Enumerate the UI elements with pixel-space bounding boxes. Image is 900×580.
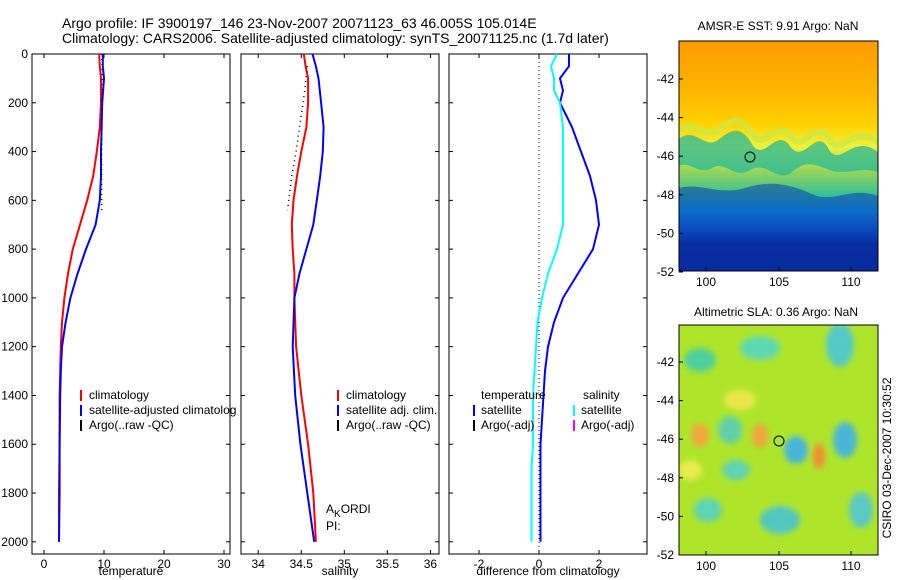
map-y-tick-label: -50	[657, 226, 675, 240]
side-stamp: CSIRO 03-Dec-2007 10:30:52	[880, 377, 894, 538]
map-y-tick-label: -46	[657, 149, 675, 163]
series-line-argo-raw-qc	[286, 66, 309, 211]
legend-label: satellite	[581, 403, 622, 417]
sla-argo-marker	[773, 435, 785, 447]
plot-frame	[448, 53, 648, 555]
temperature-chart: 0 10 20 30 temperature 0 200 400 600 800 1000 1200 1…	[1, 47, 236, 578]
x-axis-label: temperature	[99, 564, 164, 578]
map-x-tick-label: 110	[841, 559, 860, 573]
legend-label: Argo(..raw -QC)	[89, 418, 174, 432]
legend-label: climatology	[89, 388, 149, 402]
series-line-climatology	[290, 53, 317, 542]
legend-title-temperature: temperature	[481, 388, 546, 402]
sla-map: Altimetric SLA: 0.36 Argo: NaN	[657, 305, 879, 573]
x-axis-label: salinity	[322, 564, 359, 578]
map-y-tick-label: -46	[657, 432, 675, 446]
x-tick-label: 20	[157, 557, 171, 571]
map-y-tick-label: -42	[657, 72, 675, 86]
map-x-tick-label: 100	[696, 275, 716, 289]
x-tick-label: -2	[474, 557, 485, 571]
y-tick-label: 1800	[1, 486, 28, 500]
sst-map-title: AMSR-E SST: 9.91 Argo: NaN	[698, 19, 859, 33]
sla-map-title: Altimetric SLA: 0.36 Argo: NaN	[694, 305, 858, 319]
map-y-tick-label: -48	[657, 471, 675, 485]
map-y-tick-label: -52	[657, 265, 675, 279]
legend-label: Argo(-adj)	[481, 418, 534, 432]
y-tick-label: 200	[8, 96, 28, 110]
map-y-tick-label: -50	[657, 509, 675, 523]
map-y-tick-label: -42	[657, 355, 675, 369]
sst-front-band	[679, 130, 878, 176]
legend-label: satellite	[481, 403, 522, 417]
x-tick-label: 35	[338, 557, 352, 571]
x-tick-label: 35.5	[376, 557, 400, 571]
plot-frame	[240, 53, 440, 555]
sst-map: AMSR-E SST: 9.91 Argo: NaN 100 105 110 -42 -…	[657, 19, 879, 289]
plot-frame	[31, 53, 231, 555]
legend-label: satellite adj. clim.	[346, 403, 437, 417]
y-tick-label: 600	[8, 193, 28, 207]
y-tick-label: 800	[8, 242, 28, 256]
series-line-satellite-adj-clim	[291, 53, 325, 542]
y-tick-label: 0	[21, 47, 28, 61]
legend-label: Argo(-adj)	[581, 418, 634, 432]
series-line-satellite-adjusted-climatolog	[58, 54, 106, 542]
map-y-tick-label: -48	[657, 188, 675, 202]
y-tick-label: 1600	[1, 437, 28, 451]
series-line-satellite	[539, 54, 601, 542]
x-tick-label: 0	[536, 557, 543, 571]
map-y-tick-label: -44	[657, 394, 675, 408]
legend-label: Argo(..raw -QC)	[346, 418, 431, 432]
x-tick-label: 36	[424, 557, 438, 571]
x-tick-label: 2	[596, 557, 603, 571]
legend-label: climatology	[346, 388, 406, 402]
salinity-chart: 34 34.5 35 35.5 36 salinity climatologysatelli…	[240, 53, 440, 578]
y-tick-label: 1000	[1, 291, 28, 305]
map-x-tick-label: 110	[841, 275, 860, 289]
y-tick-label: 1400	[1, 388, 28, 402]
figure-title-line1: Argo profile: IF 3900197_146 23-Nov-2007…	[62, 15, 537, 31]
sst-front-edge	[679, 117, 878, 148]
map-x-tick-label: 105	[769, 275, 789, 289]
x-tick-label: 0	[41, 557, 48, 571]
legend-label: satellite-adjusted climatolog	[89, 403, 236, 417]
map-x-tick-label: 105	[769, 559, 789, 573]
figure-title-line2: Climatology: CARS2006. Satellite-adjuste…	[62, 30, 609, 46]
annotation-text: AKORDI	[326, 502, 371, 520]
sst-cold-band	[679, 183, 878, 271]
x-tick-label: 10	[97, 557, 111, 571]
x-axis-label: difference from climatology	[476, 564, 619, 578]
annotation-text-2: PI:	[326, 519, 341, 533]
series-line-satellite	[530, 53, 564, 542]
y-tick-label: 400	[8, 145, 28, 159]
map-y-tick-label: -52	[657, 548, 675, 562]
legend-title-salinity: salinity	[583, 388, 620, 402]
y-tick-label: 1200	[1, 340, 28, 354]
y-tick-label: 2000	[1, 535, 28, 549]
x-tick-label: 30	[217, 557, 231, 571]
sst-argo-marker	[744, 151, 756, 163]
map-x-tick-label: 100	[696, 559, 716, 573]
x-tick-label: 34.5	[290, 557, 314, 571]
map-y-tick-label: -44	[657, 111, 675, 125]
x-tick-label: 34	[252, 557, 266, 571]
